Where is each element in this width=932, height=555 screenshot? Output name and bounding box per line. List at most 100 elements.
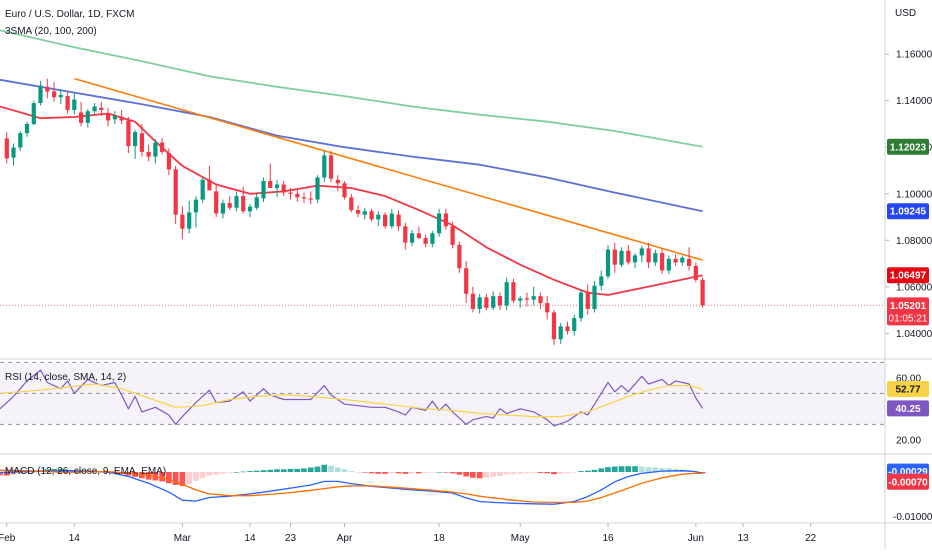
rsi-sma-line[interactable] [0, 383, 703, 418]
price-badge-1[interactable]: 1.09245 [887, 203, 929, 220]
candle[interactable] [484, 293, 489, 311]
candle[interactable] [356, 205, 361, 218]
candle[interactable] [389, 208, 394, 229]
candle[interactable] [369, 208, 374, 222]
candle[interactable] [551, 310, 557, 345]
candle[interactable] [680, 255, 685, 266]
price-pane[interactable] [0, 29, 885, 345]
candle[interactable] [383, 212, 388, 229]
candle[interactable] [639, 246, 644, 263]
candle[interactable] [653, 249, 658, 266]
candle[interactable] [180, 206, 185, 240]
candle[interactable] [693, 262, 698, 283]
candle[interactable] [619, 247, 624, 268]
candle[interactable] [430, 230, 435, 248]
candle[interactable] [308, 191, 313, 205]
candle[interactable] [45, 78, 50, 99]
candle[interactable] [464, 261, 469, 304]
candle[interactable] [666, 255, 671, 275]
candle[interactable] [410, 229, 415, 247]
candle[interactable] [112, 111, 117, 124]
candle[interactable] [288, 187, 293, 200]
candle[interactable] [301, 192, 307, 204]
rsi-badge-1[interactable]: 40.25 [887, 400, 929, 417]
candle[interactable] [281, 180, 286, 197]
candle[interactable] [38, 80, 43, 106]
line-sma-100[interactable] [0, 78, 703, 213]
candle[interactable] [450, 221, 455, 249]
candle[interactable] [85, 108, 90, 128]
candle[interactable] [268, 163, 273, 188]
sma-legend[interactable]: 3SMA (20, 100, 200) [5, 26, 97, 37]
candle[interactable] [274, 179, 280, 198]
candle[interactable] [254, 193, 259, 211]
candle[interactable] [315, 175, 320, 204]
symbol-title[interactable]: Euro / U.S. Dollar, 1D, FXCM [5, 9, 134, 20]
rsi-pane[interactable] [0, 361, 885, 427]
candle[interactable] [578, 289, 584, 322]
candle[interactable] [207, 165, 212, 191]
candle[interactable] [146, 144, 151, 162]
price-badge-0[interactable]: 1.12023 [887, 138, 929, 155]
candle[interactable] [220, 199, 225, 219]
candle[interactable] [153, 139, 158, 164]
candle[interactable] [477, 293, 482, 314]
candle[interactable] [646, 242, 651, 269]
candle[interactable] [585, 284, 590, 315]
candle[interactable] [457, 241, 462, 273]
candle[interactable] [166, 148, 171, 176]
candle[interactable] [416, 226, 421, 240]
candle[interactable] [328, 150, 334, 183]
candle[interactable] [65, 91, 70, 114]
candle[interactable] [261, 177, 266, 202]
candle[interactable] [518, 296, 523, 308]
candle[interactable] [470, 286, 475, 313]
macd-legend[interactable]: MACD (12, 26, close, 9, EMA, EMA) [5, 466, 166, 477]
candle[interactable] [673, 254, 678, 266]
candle[interactable] [572, 314, 577, 336]
candle[interactable] [687, 247, 692, 271]
candle[interactable] [423, 234, 428, 248]
candle[interactable] [322, 150, 327, 183]
rsi-line[interactable] [0, 369, 704, 427]
candle[interactable] [700, 277, 705, 308]
candle[interactable] [173, 165, 178, 225]
candle[interactable] [511, 278, 516, 304]
candle[interactable] [24, 121, 30, 137]
candle[interactable] [52, 82, 57, 102]
candle[interactable] [342, 180, 347, 200]
candle[interactable] [193, 196, 198, 228]
candle[interactable] [241, 186, 246, 214]
candle[interactable] [599, 270, 604, 291]
candle[interactable] [99, 101, 104, 116]
macd-pane[interactable] [0, 464, 706, 505]
candle[interactable] [437, 208, 442, 237]
candle[interactable] [626, 244, 631, 265]
candle[interactable] [524, 292, 530, 307]
candle[interactable] [119, 110, 124, 124]
line-sma-200[interactable] [0, 29, 703, 148]
candle[interactable] [605, 244, 611, 279]
candle[interactable] [632, 253, 638, 269]
time-axis[interactable]: Feb 14 Mar 14 23 Apr 18 May 16 Jun 13 22 [0, 523, 817, 544]
candle[interactable] [335, 175, 340, 192]
candle[interactable] [139, 123, 144, 157]
candle[interactable] [200, 177, 205, 204]
candle[interactable] [72, 93, 77, 115]
candle[interactable] [592, 281, 597, 313]
candle[interactable] [79, 101, 84, 127]
rsi-badge-0[interactable]: 52.77 [887, 381, 929, 397]
price-scale[interactable]: 1.160001.140001.120001.100001.080001.060… [885, 50, 932, 524]
candle[interactable] [126, 117, 131, 154]
rsi-legend[interactable]: RSI (14, close, SMA, 14, 2) [5, 372, 126, 383]
candle[interactable] [247, 204, 253, 218]
macd-badge-1[interactable]: -0.00070 [887, 473, 929, 490]
candle[interactable] [234, 191, 239, 212]
candle[interactable] [660, 248, 665, 275]
candle[interactable] [18, 130, 23, 151]
candle[interactable] [504, 277, 509, 311]
macd-signal-line[interactable] [0, 469, 703, 504]
candle[interactable] [558, 322, 563, 344]
